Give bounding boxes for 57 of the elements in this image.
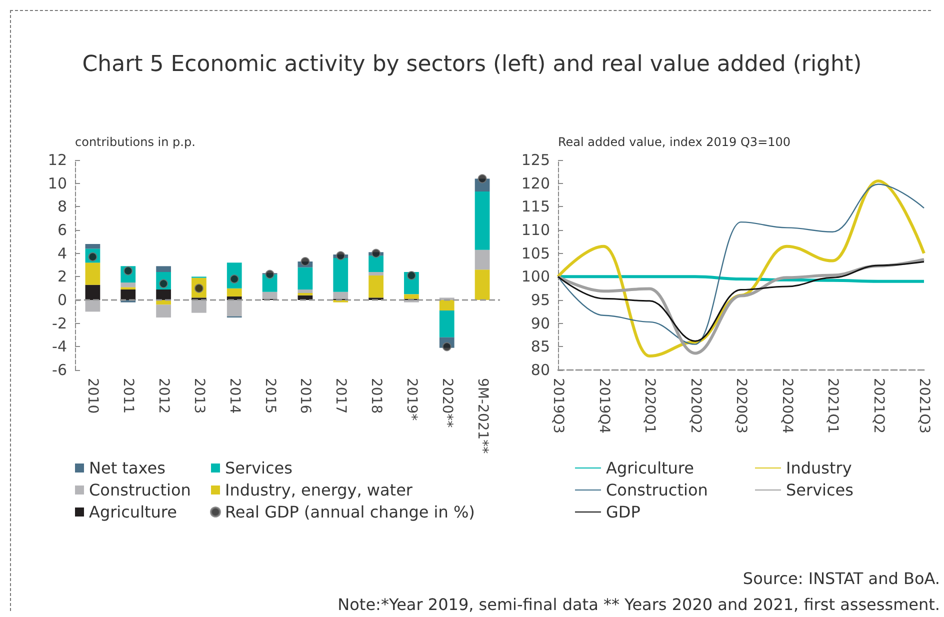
x-tick-label: 2019Q4 bbox=[596, 378, 612, 434]
x-tick-label: 2019* bbox=[403, 378, 420, 421]
y-tick-label: 2 bbox=[57, 268, 67, 286]
legend-label: Real GDP (annual change in %) bbox=[225, 502, 475, 522]
y-tick-label: 12 bbox=[48, 151, 67, 169]
y-tick-label: -6 bbox=[52, 361, 67, 379]
y-tick-label: 105 bbox=[521, 244, 550, 262]
legend-label: Agriculture bbox=[89, 502, 177, 522]
x-tick-label: 2021Q3 bbox=[916, 378, 932, 434]
x-tick-label: 2015 bbox=[262, 378, 278, 414]
y-tick-label: 110 bbox=[521, 221, 550, 239]
source-note: Source: INSTAT and BoA. bbox=[742, 568, 940, 590]
x-tick-label: 2014 bbox=[226, 378, 242, 414]
y-tick-label: 6 bbox=[57, 221, 67, 239]
x-tick-label: 2020Q1 bbox=[642, 378, 658, 434]
text: Note:*Year 2019, semi-final data ** Years 2020 and 2021, first assessment. bbox=[338, 594, 940, 616]
x-tick-label: 2012 bbox=[156, 378, 172, 414]
legend-label: Agriculture bbox=[606, 458, 694, 478]
y-tick-label: 90 bbox=[530, 314, 550, 332]
x-tick-label: 2011 bbox=[120, 378, 136, 414]
y-tick-label: 120 bbox=[521, 174, 550, 192]
y-axis-title: Real added value, index 2019 Q3=100 bbox=[558, 135, 791, 149]
y-tick-label: -4 bbox=[52, 338, 67, 356]
y-tick-label: 95 bbox=[530, 291, 550, 309]
legend-label: GDP bbox=[606, 502, 641, 522]
x-tick-label: 2017 bbox=[332, 378, 349, 414]
y-tick-label: 10 bbox=[48, 174, 67, 192]
legend-label: Net taxes bbox=[89, 458, 166, 478]
y-tick-label: 100 bbox=[521, 268, 550, 286]
y-tick-label: -2 bbox=[52, 314, 67, 332]
x-tick-label: 2020Q3 bbox=[733, 378, 749, 434]
y-tick-label: 115 bbox=[521, 198, 550, 216]
y-tick-label: 8 bbox=[57, 198, 67, 216]
x-tick-label: 2021Q2 bbox=[870, 378, 886, 434]
y-tick-label: 0 bbox=[57, 291, 67, 309]
x-tick-label: 2020** bbox=[438, 378, 455, 428]
x-tick-label: 2020Q2 bbox=[687, 378, 704, 434]
y-tick-label: 85 bbox=[530, 338, 550, 356]
legend-label: Services bbox=[225, 458, 292, 478]
chart-title: Chart 5 Economic activity by sectors (left) and real value added (right) bbox=[81, 52, 863, 77]
y-axis-title: contributions in p.p. bbox=[75, 135, 196, 149]
x-tick-label: 2010 bbox=[84, 378, 101, 414]
x-tick-label: 2019Q3 bbox=[550, 378, 566, 434]
x-tick-label: 2021Q1 bbox=[824, 378, 840, 434]
x-tick-label: 9M-2021** bbox=[474, 378, 490, 454]
legend-label: Industry bbox=[786, 458, 852, 478]
y-tick-label: 4 bbox=[57, 244, 67, 262]
x-tick-label: 2013 bbox=[190, 378, 207, 414]
y-tick-label: 80 bbox=[530, 361, 550, 379]
x-tick-label: 2020Q4 bbox=[778, 378, 795, 434]
x-tick-label: 2018 bbox=[368, 378, 384, 414]
y-tick-label: 125 bbox=[521, 151, 550, 169]
legend-label: Services bbox=[786, 480, 854, 500]
legend-label: Construction bbox=[89, 480, 191, 500]
legend-label: Industry, energy, water bbox=[225, 480, 413, 500]
legend-label: Construction bbox=[606, 480, 708, 500]
x-tick-label: 2016 bbox=[297, 378, 314, 414]
